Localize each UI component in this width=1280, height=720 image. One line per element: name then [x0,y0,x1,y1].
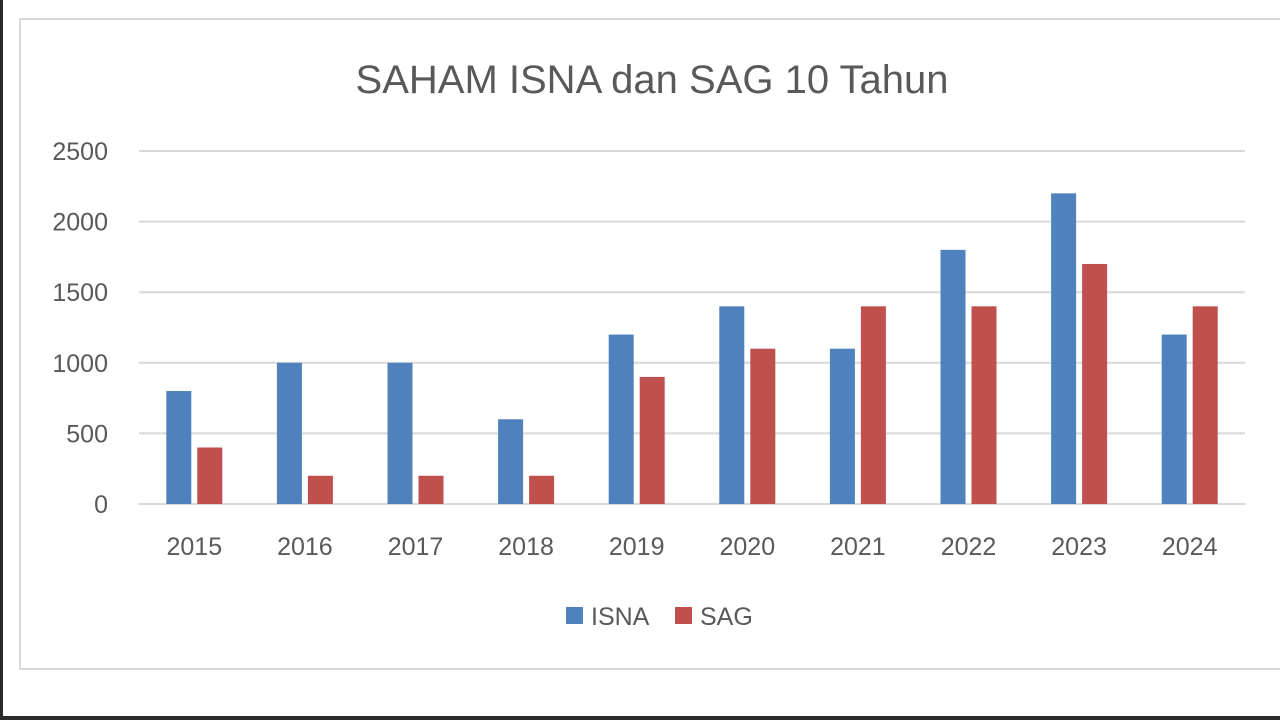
bar-isna-2017 [387,362,413,504]
bar-sag-2016 [307,475,333,504]
y-axis-ticks: 0 500 1000 1500 2000 2500 [52,138,108,519]
x-tick-label: 2022 [941,533,997,561]
bar-isna-2018 [498,419,524,504]
bar-sag-2022 [971,306,997,504]
bar-isna-2016 [276,362,302,504]
y-tick-label: 500 [66,420,108,448]
window-edge-bottom [0,716,1280,720]
x-axis-ticks: 2015 2016 2017 2018 2019 2020 2021 2022 2023 2024 [166,533,1217,561]
x-tick-label: 2016 [277,533,333,561]
legend: ISNA SAG [566,603,753,631]
legend-label-sag: SAG [700,603,753,631]
bar-sag-2021 [860,306,886,504]
bars [166,193,1218,505]
bar-sag-2020 [750,348,776,504]
x-tick-label: 2019 [609,533,665,561]
x-tick-label: 2023 [1051,533,1107,561]
x-tick-label: 2018 [498,533,554,561]
bar-isna-2015 [166,391,192,504]
y-tick-label: 1000 [52,350,108,378]
x-tick-label: 2021 [830,533,886,561]
legend-swatch-isna [566,607,583,624]
bar-isna-2019 [608,334,634,504]
bar-isna-2020 [719,306,745,504]
legend-swatch-sag [675,607,692,624]
bar-isna-2024 [1161,334,1187,504]
bar-sag-2018 [529,475,555,504]
bar-sag-2024 [1192,306,1218,504]
bar-sag-2023 [1082,263,1108,504]
bar-sag-2015 [197,447,223,504]
x-tick-label: 2024 [1162,533,1218,561]
y-tick-label: 2500 [52,138,108,166]
bar-isna-2023 [1051,193,1077,505]
y-tick-label: 2000 [52,209,108,237]
bar-isna-2022 [940,249,966,504]
y-tick-label: 0 [94,491,108,519]
window-edge-left [0,0,3,720]
legend-label-isna: ISNA [591,603,650,631]
bar-isna-2021 [829,348,855,504]
bar-sag-2017 [418,475,444,504]
x-tick-label: 2015 [166,533,222,561]
bar-sag-2019 [639,376,665,504]
chart-title: SAHAM ISNA dan SAG 10 Tahun [356,58,949,102]
y-tick-label: 1500 [52,279,108,307]
gridlines [139,150,1245,505]
x-tick-label: 2020 [719,533,775,561]
x-tick-label: 2017 [388,533,444,561]
